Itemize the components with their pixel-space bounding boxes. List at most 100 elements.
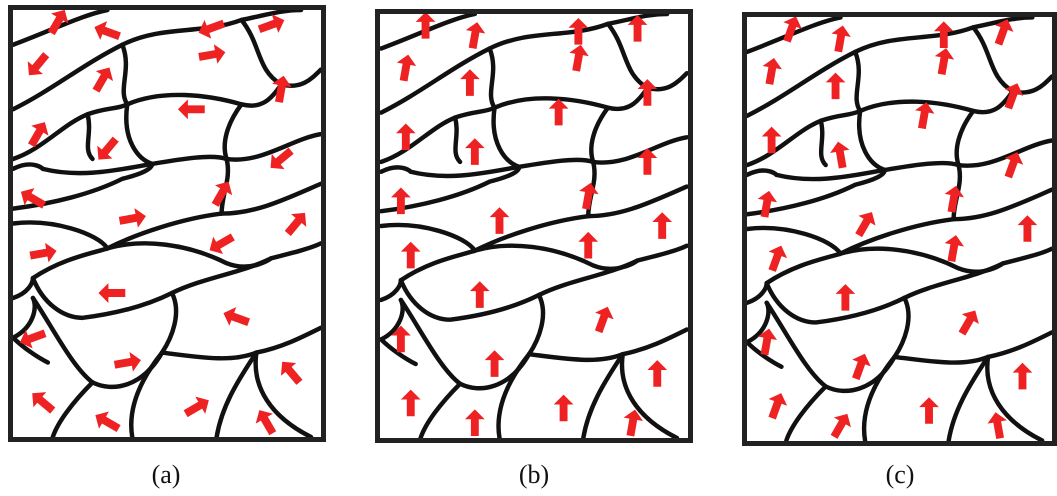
panel-c [742,12,1057,446]
grain-boundary [853,49,863,114]
arrow-icon [97,136,119,160]
grain-boundary [951,187,1052,222]
arrow-icon [198,19,226,39]
grain-boundary [13,162,46,172]
arrow-icon [113,352,141,372]
arrow-icon [933,21,954,48]
arrow-icon [830,413,851,439]
arrow-icon [400,389,421,417]
grain-boundary [861,354,897,441]
arrow-icon [647,360,668,387]
arrow-icon [92,67,114,93]
arrow-icon [944,185,964,213]
grain-boundaries [13,10,321,437]
grain-boundary [492,85,650,112]
arrow-icon [223,307,251,326]
arrow-icon [391,187,411,215]
grain-boundary [380,278,404,303]
grain-boundary [85,112,95,162]
grain-diagram-b [380,14,688,438]
grain-boundary [487,46,497,110]
arrow-icon [569,44,589,72]
grain-boundary [380,14,478,51]
grain-boundary [398,278,542,322]
grain-boundary [902,246,1052,301]
grain-boundary [380,164,522,214]
arrow-icon [464,409,485,437]
grain-diagram-a [13,10,321,437]
grain-boundary [214,350,259,437]
arrow-icon [489,207,510,234]
arrow-icon [98,283,126,303]
grain-boundary [985,354,1045,441]
grain-boundary [491,105,522,170]
arrow-icon [280,361,303,385]
grain-boundary [219,181,321,216]
grain-boundary [747,17,843,55]
grain-boundary [30,246,110,281]
grain-boundary [472,243,640,272]
grain-boundaries [380,14,688,438]
grain-boundary [619,351,680,438]
grain-boundary [159,290,179,355]
grain-boundary [857,89,1015,115]
grain-boundary [764,280,907,325]
grain-boundary [398,248,478,283]
arrow-icon [460,69,480,96]
grain-boundary [747,339,784,369]
grain-boundary [764,251,843,286]
arrow-icon [958,310,979,336]
grain-boundary [13,335,51,365]
arrow-icon [118,208,146,228]
grain-diagram-c [747,17,1052,441]
arrow-icon [623,409,644,437]
arrow-icon [28,122,49,148]
arrow-icon [1004,152,1024,179]
grain-boundary [589,105,611,165]
grain-boundary [105,241,274,269]
arrow-icon [94,21,121,40]
caption-b: (b) [518,460,550,489]
arrow-icon [198,44,226,64]
grain-boundary [747,167,887,217]
caption-a: (a) [151,460,181,489]
arrow-icon [20,188,47,209]
arrow-icon [919,397,939,424]
arrow-icon [761,126,782,154]
grain-boundary [892,330,1052,365]
arrow-icon [830,141,850,169]
grain-boundary [169,241,321,296]
grain-boundary [159,325,321,361]
grain-boundary [536,243,688,298]
grain-boundary [526,327,688,363]
grain-boundary [418,381,463,438]
grain-boundary [40,154,229,176]
arrow-icon [415,14,436,39]
arrow-icon [1017,215,1038,242]
grain-boundary [954,108,976,168]
grain-boundary [408,157,596,179]
grain-boundary [747,168,779,178]
arrow-icon [553,394,574,422]
grain-boundary [13,211,224,252]
arrow-icon [757,328,778,356]
grain-boundary [586,184,688,219]
arrow-icon [594,306,614,334]
arrow-icon [627,14,648,42]
grain-boundary [892,295,911,360]
arrow-icon [272,75,292,103]
grain-boundary [125,82,284,108]
grain-boundary [253,350,314,437]
grain-boundary [13,295,37,340]
arrow-icon [944,235,964,262]
grain-boundary [224,131,321,162]
grain-boundary [946,354,991,441]
grain-boundary [120,42,130,107]
arrow-icon [209,233,235,254]
grain-boundary [818,118,828,168]
arrow-icon [548,98,569,126]
grain-boundary [398,297,532,391]
arrow-icon [27,52,50,76]
grain-boundary [956,138,1052,168]
grain-boundaries [747,17,1052,441]
